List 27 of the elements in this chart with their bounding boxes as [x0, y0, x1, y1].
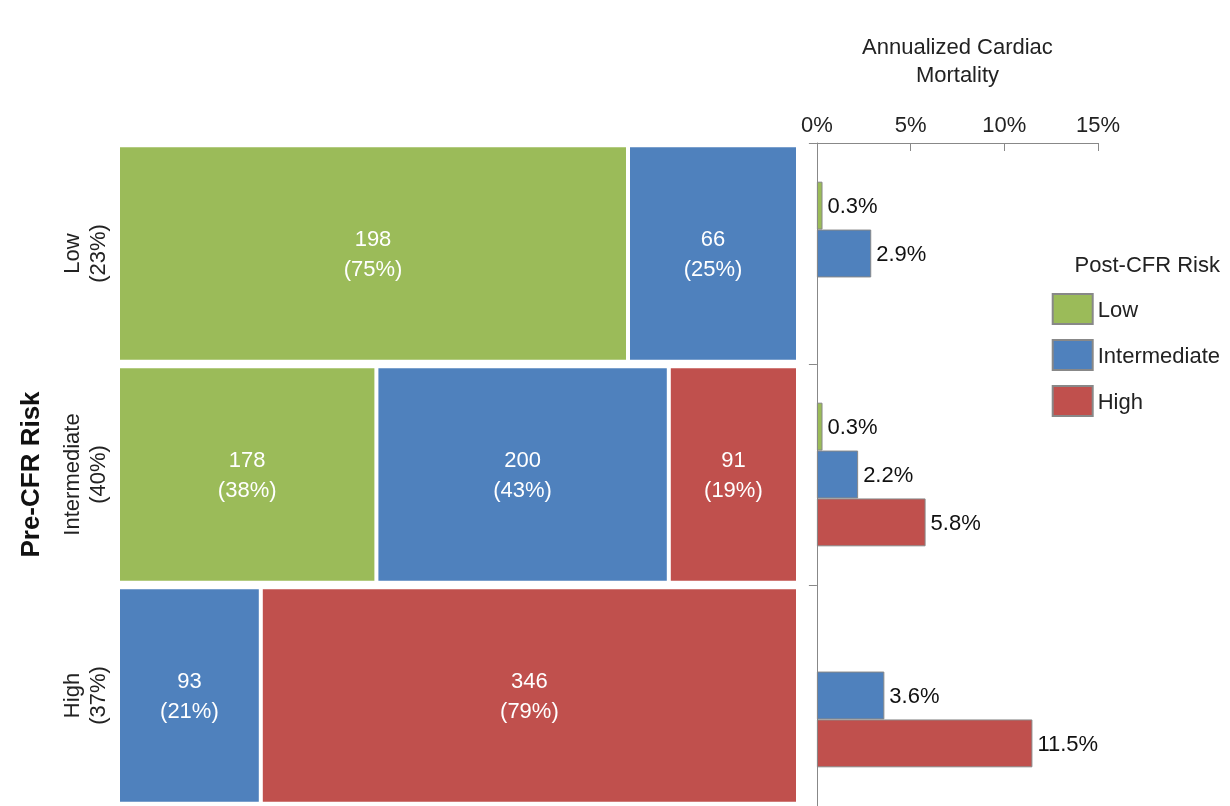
- data-label: 0.3%: [827, 414, 878, 440]
- data-label: 0.3%: [827, 193, 878, 219]
- data-label: 198 (75%): [343, 226, 403, 281]
- data-label: 200 (43%): [493, 447, 552, 502]
- data-label: 2.9%: [876, 241, 927, 266]
- x-tick-label: 15%: [1075, 111, 1121, 137]
- legend-label: Intermediate: [1097, 342, 1221, 368]
- y-axis-title: Pre-CFR Risk: [15, 390, 45, 558]
- data-label: 11.5%: [1037, 730, 1099, 756]
- legend-label: Low: [1097, 296, 1139, 322]
- data-label: 3.6%: [889, 683, 940, 708]
- y-tick-label: High (37%): [58, 666, 110, 725]
- legend-label: High: [1097, 388, 1143, 414]
- x-axis-title: Annualized Cardiac Mortality: [862, 33, 1053, 87]
- y-tick-label: Intermediate (40%): [58, 413, 110, 536]
- x-tick-label: 5%: [894, 111, 927, 137]
- legend-title: Post-CFR Risk: [1074, 251, 1221, 277]
- x-tick-label: 10%: [982, 111, 1027, 137]
- data-label: 2.2%: [863, 462, 914, 487]
- data-label: 93 (21%): [160, 668, 219, 723]
- data-label: 66 (25%): [683, 226, 743, 281]
- data-label: 346 (79%): [500, 668, 559, 723]
- data-label: 5.8%: [930, 509, 981, 535]
- data-label: 178 (38%): [217, 447, 277, 502]
- y-tick-label: Low (23%): [58, 224, 110, 283]
- data-label: 91 (19%): [704, 447, 763, 502]
- x-tick-label: 0%: [801, 111, 833, 137]
